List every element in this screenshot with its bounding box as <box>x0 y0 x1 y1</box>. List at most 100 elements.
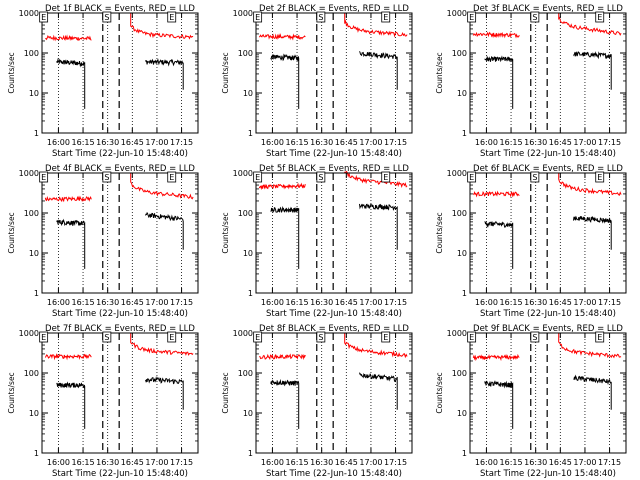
y-tick-label: 1000 <box>19 9 39 18</box>
marker-box <box>381 331 391 343</box>
events-series-line <box>270 205 300 269</box>
panel-title: Det 9f BLACK = Events, RED = LLD <box>473 324 623 334</box>
x-tick-label: 16:30 <box>96 458 119 467</box>
lld-series-line <box>344 13 408 38</box>
y-tick-label: 100 <box>238 369 253 378</box>
marker-box <box>102 331 112 343</box>
events-series-line <box>359 51 398 90</box>
x-tick-label: 16:15 <box>72 298 95 307</box>
marker-box <box>595 11 605 23</box>
y-tick-label: 10 <box>29 89 39 98</box>
marker-label: S <box>104 13 109 22</box>
detector-panel: 1 10 100 1000 16:00 16:15 16:30 16:45 17:00 17:15… <box>7 4 199 159</box>
lld-series-line <box>44 195 92 203</box>
y-tick-label: 1 <box>34 449 39 458</box>
y-tick-label: 10 <box>243 409 253 418</box>
y-tick-label: 1000 <box>233 9 253 18</box>
marker-box <box>167 11 177 23</box>
y-tick-label: 100 <box>238 209 253 218</box>
x-tick-label: 16:00 <box>475 458 498 467</box>
detector-panel: 1 10 100 1000 16:00 16:15 16:30 16:45 17:00 17:15… <box>221 324 413 479</box>
lld-series-line <box>258 33 306 41</box>
marker-box <box>530 331 540 343</box>
x-tick-label: 16:30 <box>310 298 333 307</box>
x-tick-label: 16:30 <box>96 298 119 307</box>
x-tick-label: 16:15 <box>286 458 309 467</box>
x-tick-label: 17:15 <box>170 298 193 307</box>
y-axis-label: Counts/sec <box>7 52 16 93</box>
y-tick-label: 1 <box>462 289 467 298</box>
lld-series-line <box>558 13 622 36</box>
marker-box <box>530 171 540 183</box>
events-series-line <box>56 57 86 109</box>
y-tick-label: 100 <box>24 209 39 218</box>
marker-label: E <box>255 13 260 22</box>
x-tick-label: 17:15 <box>384 458 407 467</box>
y-tick-label: 100 <box>452 209 467 218</box>
marker-label: E <box>169 333 174 342</box>
y-axis-label: Counts/sec <box>7 212 16 253</box>
x-tick-label: 16:45 <box>121 298 144 307</box>
x-tick-label: 16:45 <box>121 138 144 147</box>
plot-frame <box>41 12 199 134</box>
y-tick-label: 10 <box>243 249 253 258</box>
y-tick-label: 100 <box>24 369 39 378</box>
y-tick-label: 1000 <box>233 329 253 338</box>
panel-title: Det 7f BLACK = Events, RED = LLD <box>45 324 195 334</box>
x-tick-label: 17:15 <box>598 298 621 307</box>
x-tick-label: 16:45 <box>335 138 358 147</box>
events-series-line <box>484 55 514 109</box>
panel-title: Det 4f BLACK = Events, RED = LLD <box>45 164 195 174</box>
x-tick-label: 16:00 <box>261 458 284 467</box>
detector-panel: 1 10 100 1000 16:00 16:15 16:30 16:45 17:00 17:15… <box>221 4 413 159</box>
x-tick-label: 17:00 <box>145 458 168 467</box>
events-series-line <box>145 211 184 250</box>
y-tick-label: 1 <box>34 289 39 298</box>
x-tick-label: 17:00 <box>145 138 168 147</box>
x-tick-label: 16:00 <box>261 138 284 147</box>
events-series-line <box>484 221 514 269</box>
x-tick-label: 16:00 <box>261 298 284 307</box>
x-tick-label: 16:00 <box>47 458 70 467</box>
y-tick-label: 10 <box>29 249 39 258</box>
marker-box <box>467 171 477 183</box>
marker-box <box>167 331 177 343</box>
y-tick-label: 1 <box>462 449 467 458</box>
x-tick-label: 16:30 <box>96 138 119 147</box>
x-tick-label: 16:15 <box>286 298 309 307</box>
y-tick-label: 1 <box>248 449 253 458</box>
lld-series-line <box>472 190 520 198</box>
x-tick-label: 17:00 <box>359 298 382 307</box>
y-tick-label: 100 <box>452 369 467 378</box>
x-tick-label: 16:45 <box>335 298 358 307</box>
panel-title: Det 1f BLACK = Events, RED = LLD <box>45 4 195 14</box>
x-tick-label: 16:30 <box>524 298 547 307</box>
marker-box <box>102 171 112 183</box>
marker-box <box>316 331 326 343</box>
lld-series-line <box>130 333 194 356</box>
marker-label: E <box>383 173 388 182</box>
lld-series-line <box>44 353 92 361</box>
y-axis-label: Counts/sec <box>435 212 444 253</box>
plot-frame <box>255 12 413 134</box>
marker-label: S <box>104 173 109 182</box>
marker-label: E <box>383 333 388 342</box>
events-series-line <box>484 380 514 429</box>
lld-series-line <box>472 31 520 39</box>
y-axis-label: Counts/sec <box>221 212 230 253</box>
marker-label: S <box>532 173 537 182</box>
x-tick-label: 16:45 <box>549 138 572 147</box>
x-tick-label: 17:15 <box>598 138 621 147</box>
y-tick-label: 1 <box>34 129 39 138</box>
detector-panel: 1 10 100 1000 16:00 16:15 16:30 16:45 17:00 17:15… <box>7 164 199 319</box>
x-tick-label: 16:00 <box>47 138 70 147</box>
x-axis-label: Start Time (22-Jun-10 15:48:40) <box>266 149 402 159</box>
marker-label: S <box>318 13 323 22</box>
plot-frame <box>469 12 627 134</box>
y-axis-label: Counts/sec <box>221 52 230 93</box>
events-series-line <box>359 203 398 250</box>
marker-label: E <box>41 333 46 342</box>
lld-series-line <box>258 182 306 191</box>
detector-panel: 1 10 100 1000 16:00 16:15 16:30 16:45 17:00 17:15… <box>435 164 627 319</box>
